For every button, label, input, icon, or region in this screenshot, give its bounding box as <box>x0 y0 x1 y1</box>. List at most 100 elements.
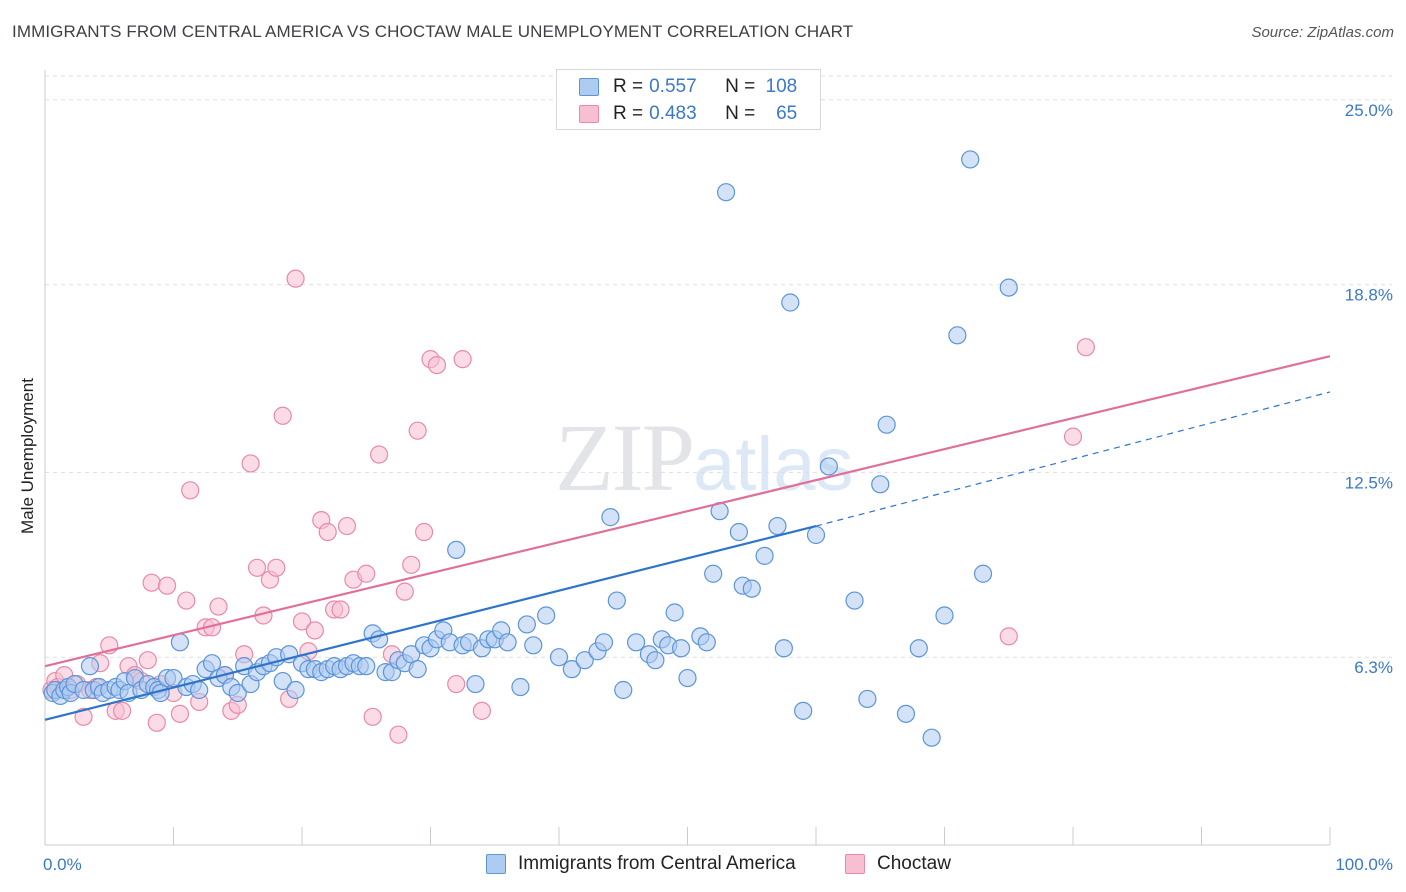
choctaw-point <box>370 445 389 464</box>
n-label: N = <box>725 103 756 124</box>
central-america-point <box>357 657 376 676</box>
central-america-point <box>755 546 774 565</box>
central-america-point <box>774 639 793 658</box>
central-america-point <box>575 651 594 670</box>
central-america-point <box>601 508 620 527</box>
choctaw-point <box>157 576 177 595</box>
central-america-point <box>671 639 691 658</box>
legend-item-central-america[interactable]: Immigrants from Central America <box>486 852 796 876</box>
x-tick-label: 0.0% <box>43 855 82 874</box>
choctaw-point <box>414 522 434 542</box>
central-america-point <box>678 668 697 688</box>
central-america-point <box>948 326 967 345</box>
choctaw-point <box>395 582 414 601</box>
central-america-point <box>549 648 569 667</box>
central-america-trend-extension <box>815 391 1331 527</box>
source-label: Source: ZipAtlas.com <box>1251 24 1394 41</box>
central-america-point <box>961 150 980 169</box>
central-america-point <box>447 540 466 560</box>
y-tick-label: 12.5% <box>1345 473 1393 492</box>
central-america-point <box>562 660 581 679</box>
central-america-point <box>794 701 813 720</box>
y-tick-label: 6.3% <box>1354 658 1393 677</box>
choctaw-point <box>472 701 491 720</box>
central-america-point <box>408 660 427 679</box>
central-america-point <box>524 636 543 655</box>
choctaw-point <box>142 573 161 592</box>
central-america-point <box>973 564 993 583</box>
legend-item-choctaw[interactable]: Choctaw <box>845 852 951 876</box>
choctaw-point <box>170 704 190 723</box>
tick-labels: 6.3% 12.5% 18.8% 25.0% 0.0% 100.0% <box>43 101 1393 874</box>
axes <box>44 70 1331 846</box>
central-america-point <box>935 606 954 625</box>
central-america-point <box>626 633 646 652</box>
choctaw-point <box>247 558 267 577</box>
central-america-point <box>594 633 614 652</box>
choctaw-point <box>427 355 447 375</box>
central-america-point <box>704 564 723 583</box>
blue-swatch-icon <box>579 78 599 96</box>
central-america-point <box>999 278 1018 297</box>
choctaw-point <box>181 481 200 500</box>
choctaw-point <box>402 555 421 574</box>
central-america-point <box>517 615 536 634</box>
choctaw-point <box>363 707 382 726</box>
choctaw-point <box>177 591 196 610</box>
r-value: 0.483 <box>649 103 697 124</box>
central-america-point <box>716 183 736 202</box>
choctaw-point <box>389 725 408 744</box>
choctaw-point <box>241 454 260 473</box>
choctaw-point <box>286 269 305 288</box>
stats-row-choctaw: R = 0.483 N = 65 <box>579 103 797 125</box>
central-america-point <box>607 591 626 610</box>
central-america-point <box>896 704 916 723</box>
choctaw-point <box>408 421 427 440</box>
central-america-point <box>768 516 787 536</box>
y-tick-label: 25.0% <box>1345 101 1393 120</box>
central-america-point <box>498 633 517 652</box>
choctaw-point <box>318 522 337 542</box>
y-tick-label: 18.8% <box>1345 286 1393 305</box>
choctaw-point <box>267 558 286 577</box>
central-america-point <box>922 728 941 747</box>
n-value: 108 <box>765 76 798 97</box>
choctaw-point <box>74 707 93 726</box>
r-value: 0.557 <box>649 76 697 97</box>
pink-swatch-icon <box>845 854 865 874</box>
choctaw-point <box>1076 338 1095 357</box>
central-america-point <box>697 633 716 652</box>
trend-lines <box>44 355 1331 721</box>
choctaw-point <box>209 597 228 616</box>
stats-row-central-america: R = 0.557 N = 108 <box>579 76 797 98</box>
central-america-point <box>170 633 190 652</box>
central-america-point <box>286 680 305 700</box>
choctaw-point <box>305 621 324 640</box>
blue-swatch-icon <box>486 854 506 874</box>
choctaw-point <box>292 612 312 631</box>
central-america-point <box>845 591 864 610</box>
central-america-point <box>871 475 890 494</box>
central-america-point <box>614 680 633 700</box>
central-america-point <box>228 683 247 703</box>
choctaw-point <box>112 701 132 720</box>
central-america-point <box>858 689 877 709</box>
x-tick-label: 100.0% <box>1335 855 1393 874</box>
choctaw-point <box>447 674 466 694</box>
central-america-point <box>742 579 761 598</box>
r-label: R = <box>613 76 644 97</box>
choctaw-point <box>138 651 157 670</box>
choctaw-point <box>1063 427 1083 446</box>
central-america-trend-line <box>44 524 817 721</box>
y-axis-label: Male Unemployment <box>18 378 37 534</box>
n-label: N = <box>725 76 756 97</box>
central-america-point <box>806 525 826 545</box>
central-america-point <box>646 651 665 670</box>
choctaw-trend-line <box>44 355 1331 668</box>
chart-title: IMMIGRANTS FROM CENTRAL AMERICA VS CHOCT… <box>12 22 854 41</box>
central-america-point <box>80 657 100 676</box>
pink-swatch-icon <box>579 105 599 123</box>
central-america-point <box>537 606 556 625</box>
central-america-points <box>43 150 1018 747</box>
